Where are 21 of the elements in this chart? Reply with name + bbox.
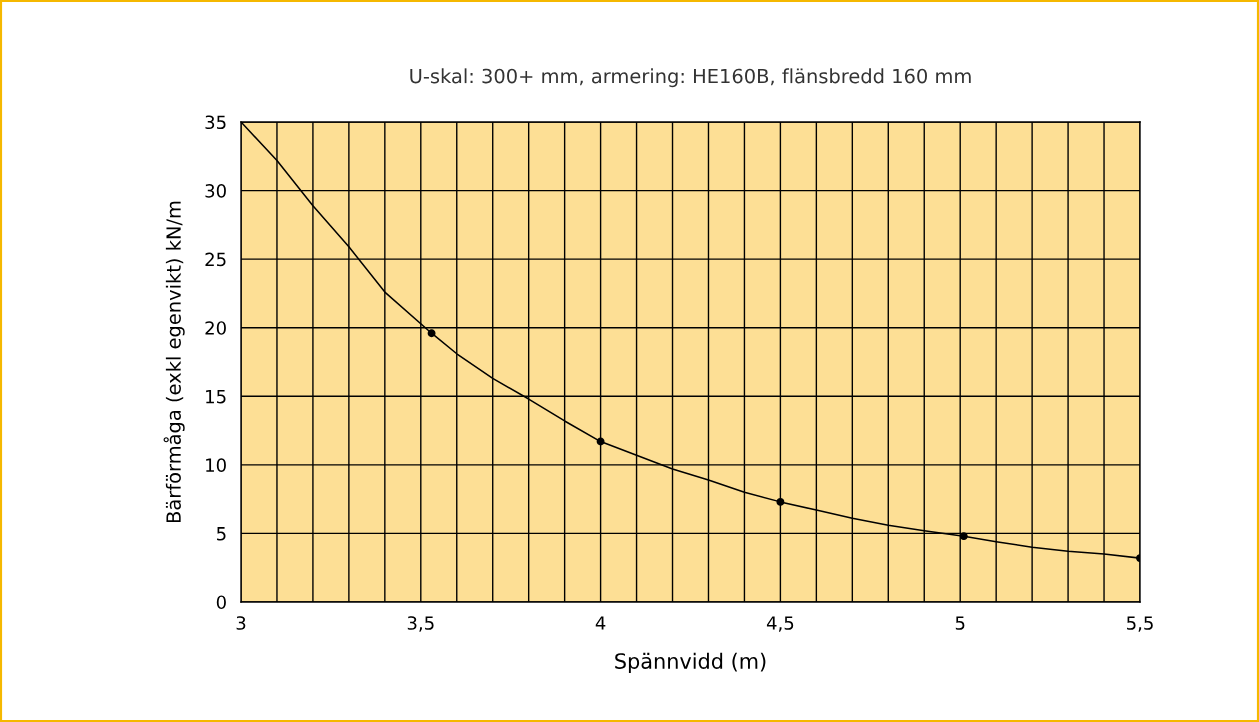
y-tick-label: 20 [205, 321, 226, 335]
y-tick-label: 15 [206, 389, 226, 404]
point [959, 532, 968, 541]
x-axis-title: Spännvidd (m) [615, 652, 766, 673]
y-tick-label: 30 [205, 184, 226, 198]
y-tick-label: 25 [205, 252, 226, 267]
x-tick-label: 3 [236, 616, 246, 630]
x-tick-label: 5,5 [1127, 616, 1153, 632]
x-tick-label: 4,5 [766, 616, 794, 632]
y-tick-label: 35 [205, 115, 226, 130]
chart-title: U-skal: 300+ mm, armering: HE160B, flänsbredd 160 mm [410, 68, 971, 88]
x-tick-label: 4 [595, 616, 606, 630]
point [427, 329, 436, 338]
y-tick-label: 0 [216, 595, 226, 610]
point [776, 497, 785, 506]
point [596, 437, 605, 446]
y-tick-label: 10 [206, 458, 226, 472]
y-tick-label: 5 [217, 527, 226, 541]
x-tick-label: 5 [955, 616, 965, 630]
y-axis-title: Bärförmåga (exkl egenvikt) kN/m [163, 201, 185, 523]
x-tick-label: 3,5 [407, 616, 434, 632]
